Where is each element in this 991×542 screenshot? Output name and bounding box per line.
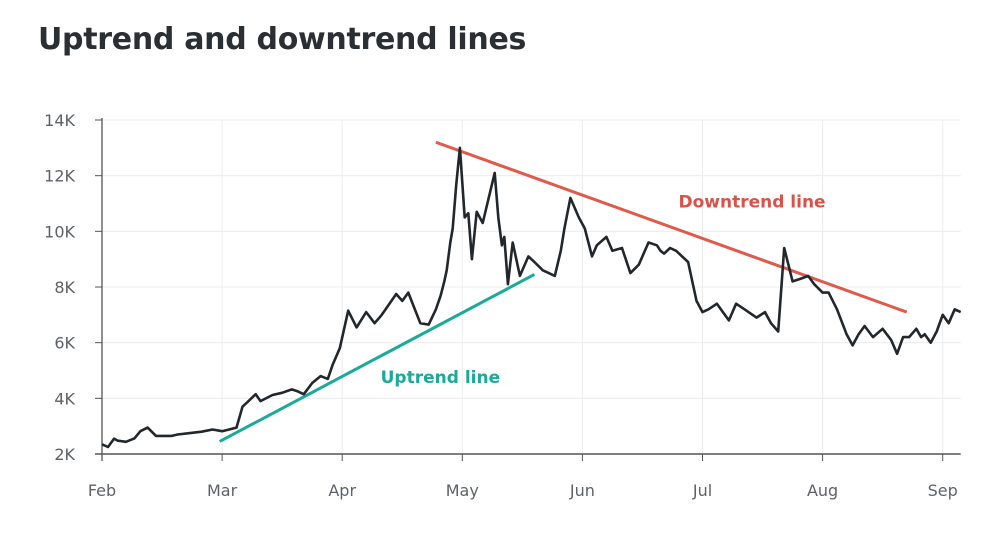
x-tick-label: May <box>446 481 479 500</box>
y-tick-label: 8K <box>54 278 75 297</box>
annotations: Uptrend line Downtrend line <box>381 193 826 388</box>
x-tick-label: Aug <box>807 481 838 500</box>
axes: 2K 4K 6K 8K 10K 12K 14K Feb Mar Apr May Jun Jul Aug Se… <box>44 111 961 500</box>
x-tick-label: Apr <box>328 481 356 500</box>
price-series-line <box>101 146 962 449</box>
y-tick-label: 10K <box>44 222 75 241</box>
series-group <box>101 146 962 449</box>
y-tick-label: 14K <box>44 111 75 130</box>
trendlines <box>218 140 908 443</box>
y-tick-label: 4K <box>54 389 75 408</box>
y-tick-label: 6K <box>54 334 75 353</box>
chart-title: Uptrend and downtrend lines <box>38 22 527 57</box>
downtrend-line <box>435 140 908 314</box>
x-tick-label: Sep <box>928 481 958 500</box>
uptrend-label: Uptrend line <box>381 368 501 388</box>
downtrend-label: Downtrend line <box>678 193 825 213</box>
x-tick-label: Jul <box>692 481 712 500</box>
x-tick-label: Feb <box>88 481 116 500</box>
uptrend-line <box>218 273 536 443</box>
y-tick-label: 2K <box>54 445 75 464</box>
x-tick-label: Mar <box>207 481 238 500</box>
gridlines <box>102 119 961 454</box>
y-tick-label: 12K <box>44 167 75 186</box>
x-tick-label: Jun <box>569 481 595 500</box>
